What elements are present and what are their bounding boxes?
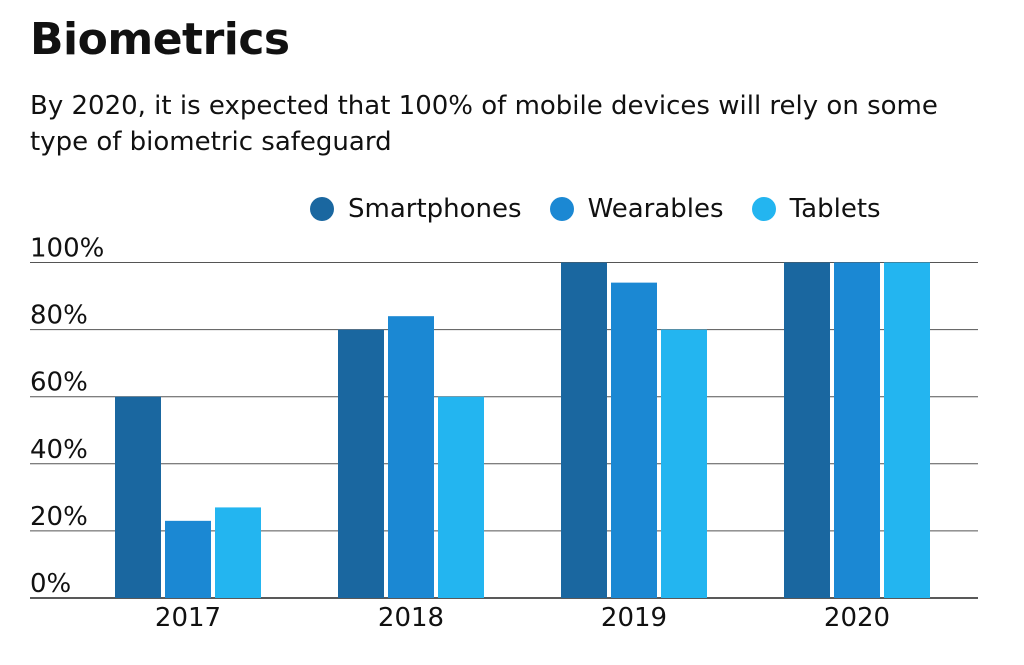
bar-wearables-2017 bbox=[165, 520, 211, 598]
bar-tablets-2020 bbox=[884, 262, 930, 598]
bar-wearables-2018 bbox=[388, 316, 434, 598]
x-tick-label: 2019 bbox=[601, 603, 667, 633]
legend-label: Smartphones bbox=[348, 194, 522, 224]
bar-smartphones-2020 bbox=[784, 262, 830, 598]
x-tick-label: 2020 bbox=[824, 603, 890, 633]
legend: Smartphones Wearables Tablets bbox=[310, 194, 881, 224]
bar-tablets-2018 bbox=[438, 396, 484, 598]
y-tick-label: 20% bbox=[30, 502, 88, 532]
legend-label: Tablets bbox=[789, 194, 881, 224]
legend-item-wearables: Wearables bbox=[549, 194, 724, 224]
y-tick-label: 0% bbox=[30, 569, 71, 599]
legend-swatch bbox=[310, 197, 334, 221]
bar-smartphones-2017 bbox=[115, 396, 161, 598]
x-tick-label: 2017 bbox=[155, 603, 221, 633]
legend-item-smartphones: Smartphones bbox=[310, 194, 522, 224]
legend-label: Wearables bbox=[587, 194, 724, 224]
bar-wearables-2020 bbox=[834, 262, 880, 598]
legend-swatch bbox=[549, 197, 574, 221]
bar-tablets-2017 bbox=[215, 507, 261, 598]
y-tick-label: 60% bbox=[30, 368, 88, 398]
legend-swatch bbox=[751, 197, 776, 221]
legend-item-tablets: Tablets bbox=[751, 194, 881, 224]
x-tick-label: 2018 bbox=[378, 603, 444, 633]
bar-wearables-2019 bbox=[611, 282, 657, 598]
y-tick-label: 40% bbox=[30, 435, 88, 465]
bar-smartphones-2018 bbox=[338, 329, 384, 598]
chart-subtitle: By 2020, it is expected that 100% of mob… bbox=[30, 91, 938, 157]
y-tick-label: 100% bbox=[30, 234, 104, 264]
bar-tablets-2019 bbox=[661, 329, 707, 598]
bar-smartphones-2019 bbox=[561, 262, 607, 598]
chart-title: Biometrics bbox=[30, 14, 290, 65]
y-tick-label: 80% bbox=[30, 301, 88, 331]
